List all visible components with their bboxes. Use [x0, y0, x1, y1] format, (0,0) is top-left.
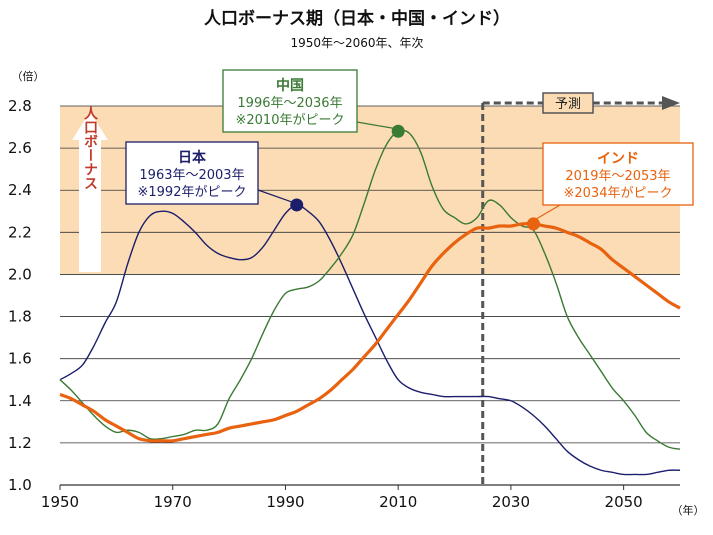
y-tick-label: 2.0	[8, 265, 32, 283]
annotation-name: 中国	[276, 77, 304, 94]
series-line-china	[59, 129, 681, 450]
leader-line-china	[356, 121, 394, 129]
annotation-peak: ※2034年がピーク	[564, 186, 673, 201]
annotation-box	[125, 141, 259, 205]
y-tick-label: 1.8	[8, 308, 32, 326]
x-axis-ticks: 1950 1970 1990 2010 2030 2050	[41, 485, 643, 511]
x-tick-label: 2050	[605, 493, 643, 511]
chart-title: 人口ボーナス期（日本・中国・インド）	[204, 8, 510, 29]
forecast-label-box	[542, 92, 594, 114]
series-line-india	[59, 222, 681, 443]
x-tick-label: 2030	[492, 493, 530, 511]
peak-marker-japan	[290, 198, 304, 212]
y-tick-label: 1.0	[8, 476, 32, 494]
annotation-peak: ※2010年がピーク	[236, 113, 345, 128]
annotation-box	[222, 69, 358, 133]
bonus-up-arrow-icon	[72, 112, 108, 272]
annotation-name: 日本	[178, 149, 207, 166]
y-axis-ticks: 1.0 1.2 1.4 1.6 1.8 2.0 2.2 2.4 2.6 2.8	[8, 97, 32, 494]
x-tick-label: 2010	[379, 493, 417, 511]
annotation-leaders	[257, 121, 561, 220]
y-tick-label: 1.6	[8, 350, 32, 368]
y-tick-label: 2.4	[8, 181, 32, 199]
series-line-japan	[59, 204, 681, 476]
y-tick-label: 2.2	[8, 223, 32, 241]
peak-marker-china	[391, 124, 405, 138]
annotation-box	[542, 142, 694, 206]
x-axis-unit: （年）	[672, 503, 705, 517]
annotation-name: インド	[597, 151, 639, 167]
x-tick-label: 1970	[154, 493, 192, 511]
annotation-period: 1996年～2036年	[237, 96, 342, 111]
leader-line-japan	[257, 189, 292, 203]
forecast-arrow-icon	[662, 96, 680, 110]
x-tick-label: 1950	[41, 493, 79, 511]
annotation-japan: 日本 1963年～2003年 ※1992年がピーク	[125, 141, 259, 205]
peak-marker-india	[526, 217, 540, 231]
y-tick-label: 1.2	[8, 434, 32, 452]
annotation-peak: ※1992年がピーク	[138, 185, 247, 200]
x-tick-label: 1990	[266, 493, 304, 511]
annotation-china: 中国 1996年～2036年 ※2010年がピーク	[222, 69, 358, 133]
leader-line-india	[536, 204, 561, 220]
forecast-label: 予測	[555, 97, 581, 112]
y-axis-unit: （倍）	[12, 69, 45, 83]
bonus-label: 人口ボーナス	[82, 105, 98, 190]
annotation-period: 2019年～2053年	[565, 169, 670, 184]
annotation-period: 1963年～2003年	[139, 168, 244, 183]
peak-markers	[290, 124, 540, 231]
chart-subtitle: 1950年～2060年、年次	[290, 36, 423, 50]
series-lines	[59, 129, 681, 476]
y-tick-label: 1.4	[8, 392, 32, 410]
y-tick-label: 2.6	[8, 139, 32, 157]
annotation-india: インド 2019年～2053年 ※2034年がピーク	[542, 142, 694, 206]
y-tick-label: 2.8	[8, 97, 32, 115]
